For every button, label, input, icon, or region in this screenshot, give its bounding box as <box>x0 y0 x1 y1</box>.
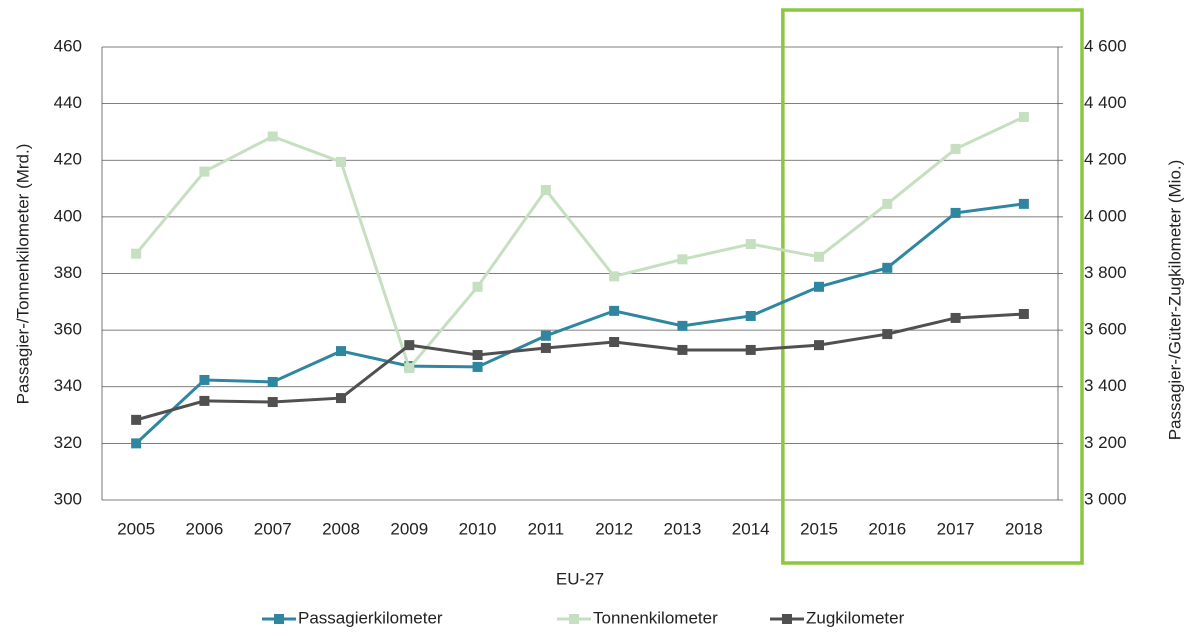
x-tick-label: 2017 <box>937 519 975 538</box>
legend-label: Tonnenkilometer <box>593 608 718 627</box>
series-line <box>134 115 1025 372</box>
highlight-box <box>781 8 1084 565</box>
x-tick-label: 2014 <box>732 519 770 538</box>
x-tick-label: 2005 <box>117 519 155 538</box>
point-marker <box>404 363 415 374</box>
point-marker <box>1018 198 1029 209</box>
point-marker <box>745 344 756 355</box>
point-marker <box>404 340 415 351</box>
y2-tick-label: 4 600 <box>1084 36 1127 55</box>
point-marker <box>1018 308 1029 319</box>
point-marker <box>882 262 893 273</box>
y-tick-label: 300 <box>54 489 82 508</box>
point-marker <box>472 281 483 292</box>
x-tick-label: 2009 <box>390 519 428 538</box>
point-marker <box>950 312 961 323</box>
y-tick-label: 460 <box>54 36 82 55</box>
y2-tick-label: 3 400 <box>1084 376 1127 395</box>
point-marker <box>950 207 961 218</box>
y-tick-label: 440 <box>54 93 82 112</box>
legend-marker <box>274 614 284 624</box>
point-marker <box>950 143 961 154</box>
x-tick-label: 2016 <box>868 519 906 538</box>
series-line <box>135 202 1025 445</box>
point-marker <box>677 344 688 355</box>
point-marker <box>882 329 893 340</box>
point-marker <box>1018 111 1029 122</box>
y2-tick-label: 3 800 <box>1084 263 1127 282</box>
legend-marker <box>569 614 579 624</box>
x-axis-label: EU-27 <box>556 569 604 588</box>
x-tick-label: 2011 <box>528 519 565 538</box>
x-tick-label: 2007 <box>254 519 292 538</box>
legend-label: Zugkilometer <box>806 608 905 627</box>
point-marker <box>540 184 551 195</box>
y-tick-label: 320 <box>54 433 82 452</box>
point-marker <box>131 248 142 259</box>
point-marker <box>814 340 824 351</box>
point-marker <box>267 376 278 387</box>
y2-tick-label: 4 400 <box>1084 93 1127 112</box>
y2-axis-label: Passagier-/Güter-Zugkilometer (Mio.) <box>1165 160 1184 441</box>
x-tick-label: 2018 <box>1005 519 1043 538</box>
x-tick-label: 2006 <box>186 519 224 538</box>
point-marker <box>814 251 824 262</box>
point-marker <box>199 374 210 385</box>
point-marker <box>199 395 210 406</box>
y-tick-label: 400 <box>54 206 82 225</box>
point-marker <box>199 166 210 177</box>
y2-tick-label: 3 000 <box>1084 489 1127 508</box>
series-line <box>135 312 1024 422</box>
y-tick-label: 340 <box>54 376 82 395</box>
point-marker <box>745 239 756 250</box>
y2-tick-label: 3 200 <box>1084 433 1127 452</box>
point-marker <box>677 254 688 265</box>
x-tick-label: 2013 <box>664 519 702 538</box>
point-marker <box>267 397 278 408</box>
point-marker <box>267 131 278 142</box>
y2-tick-label: 3 600 <box>1084 320 1127 339</box>
x-tick-label: 2008 <box>322 519 360 538</box>
point-marker <box>609 305 620 316</box>
point-marker <box>131 414 142 425</box>
point-marker <box>472 361 483 372</box>
point-marker <box>336 156 346 167</box>
y-axis-label: Passagier-/Tonnenkilometer (Mrd.) <box>13 144 32 405</box>
y-tick-label: 380 <box>54 263 82 282</box>
point-marker <box>540 342 551 353</box>
point-marker <box>131 438 142 449</box>
legend-label: Passagierkilometer <box>298 608 443 627</box>
y2-tick-label: 4 200 <box>1084 150 1127 169</box>
y2-tick-label: 4 000 <box>1084 206 1127 225</box>
point-marker <box>677 320 688 331</box>
y-tick-label: 420 <box>54 150 82 169</box>
point-marker <box>882 198 893 209</box>
point-marker <box>814 281 824 292</box>
point-marker <box>609 337 620 348</box>
legend-marker <box>782 614 792 624</box>
x-tick-label: 2010 <box>459 519 497 538</box>
x-tick-label: 2012 <box>595 519 633 538</box>
y-tick-label: 360 <box>54 320 82 339</box>
point-marker <box>609 271 620 282</box>
point-marker <box>745 310 756 321</box>
point-marker <box>472 350 483 361</box>
point-marker <box>336 393 346 404</box>
point-marker <box>336 346 346 357</box>
x-tick-label: 2015 <box>800 519 838 538</box>
point-marker <box>540 330 551 341</box>
